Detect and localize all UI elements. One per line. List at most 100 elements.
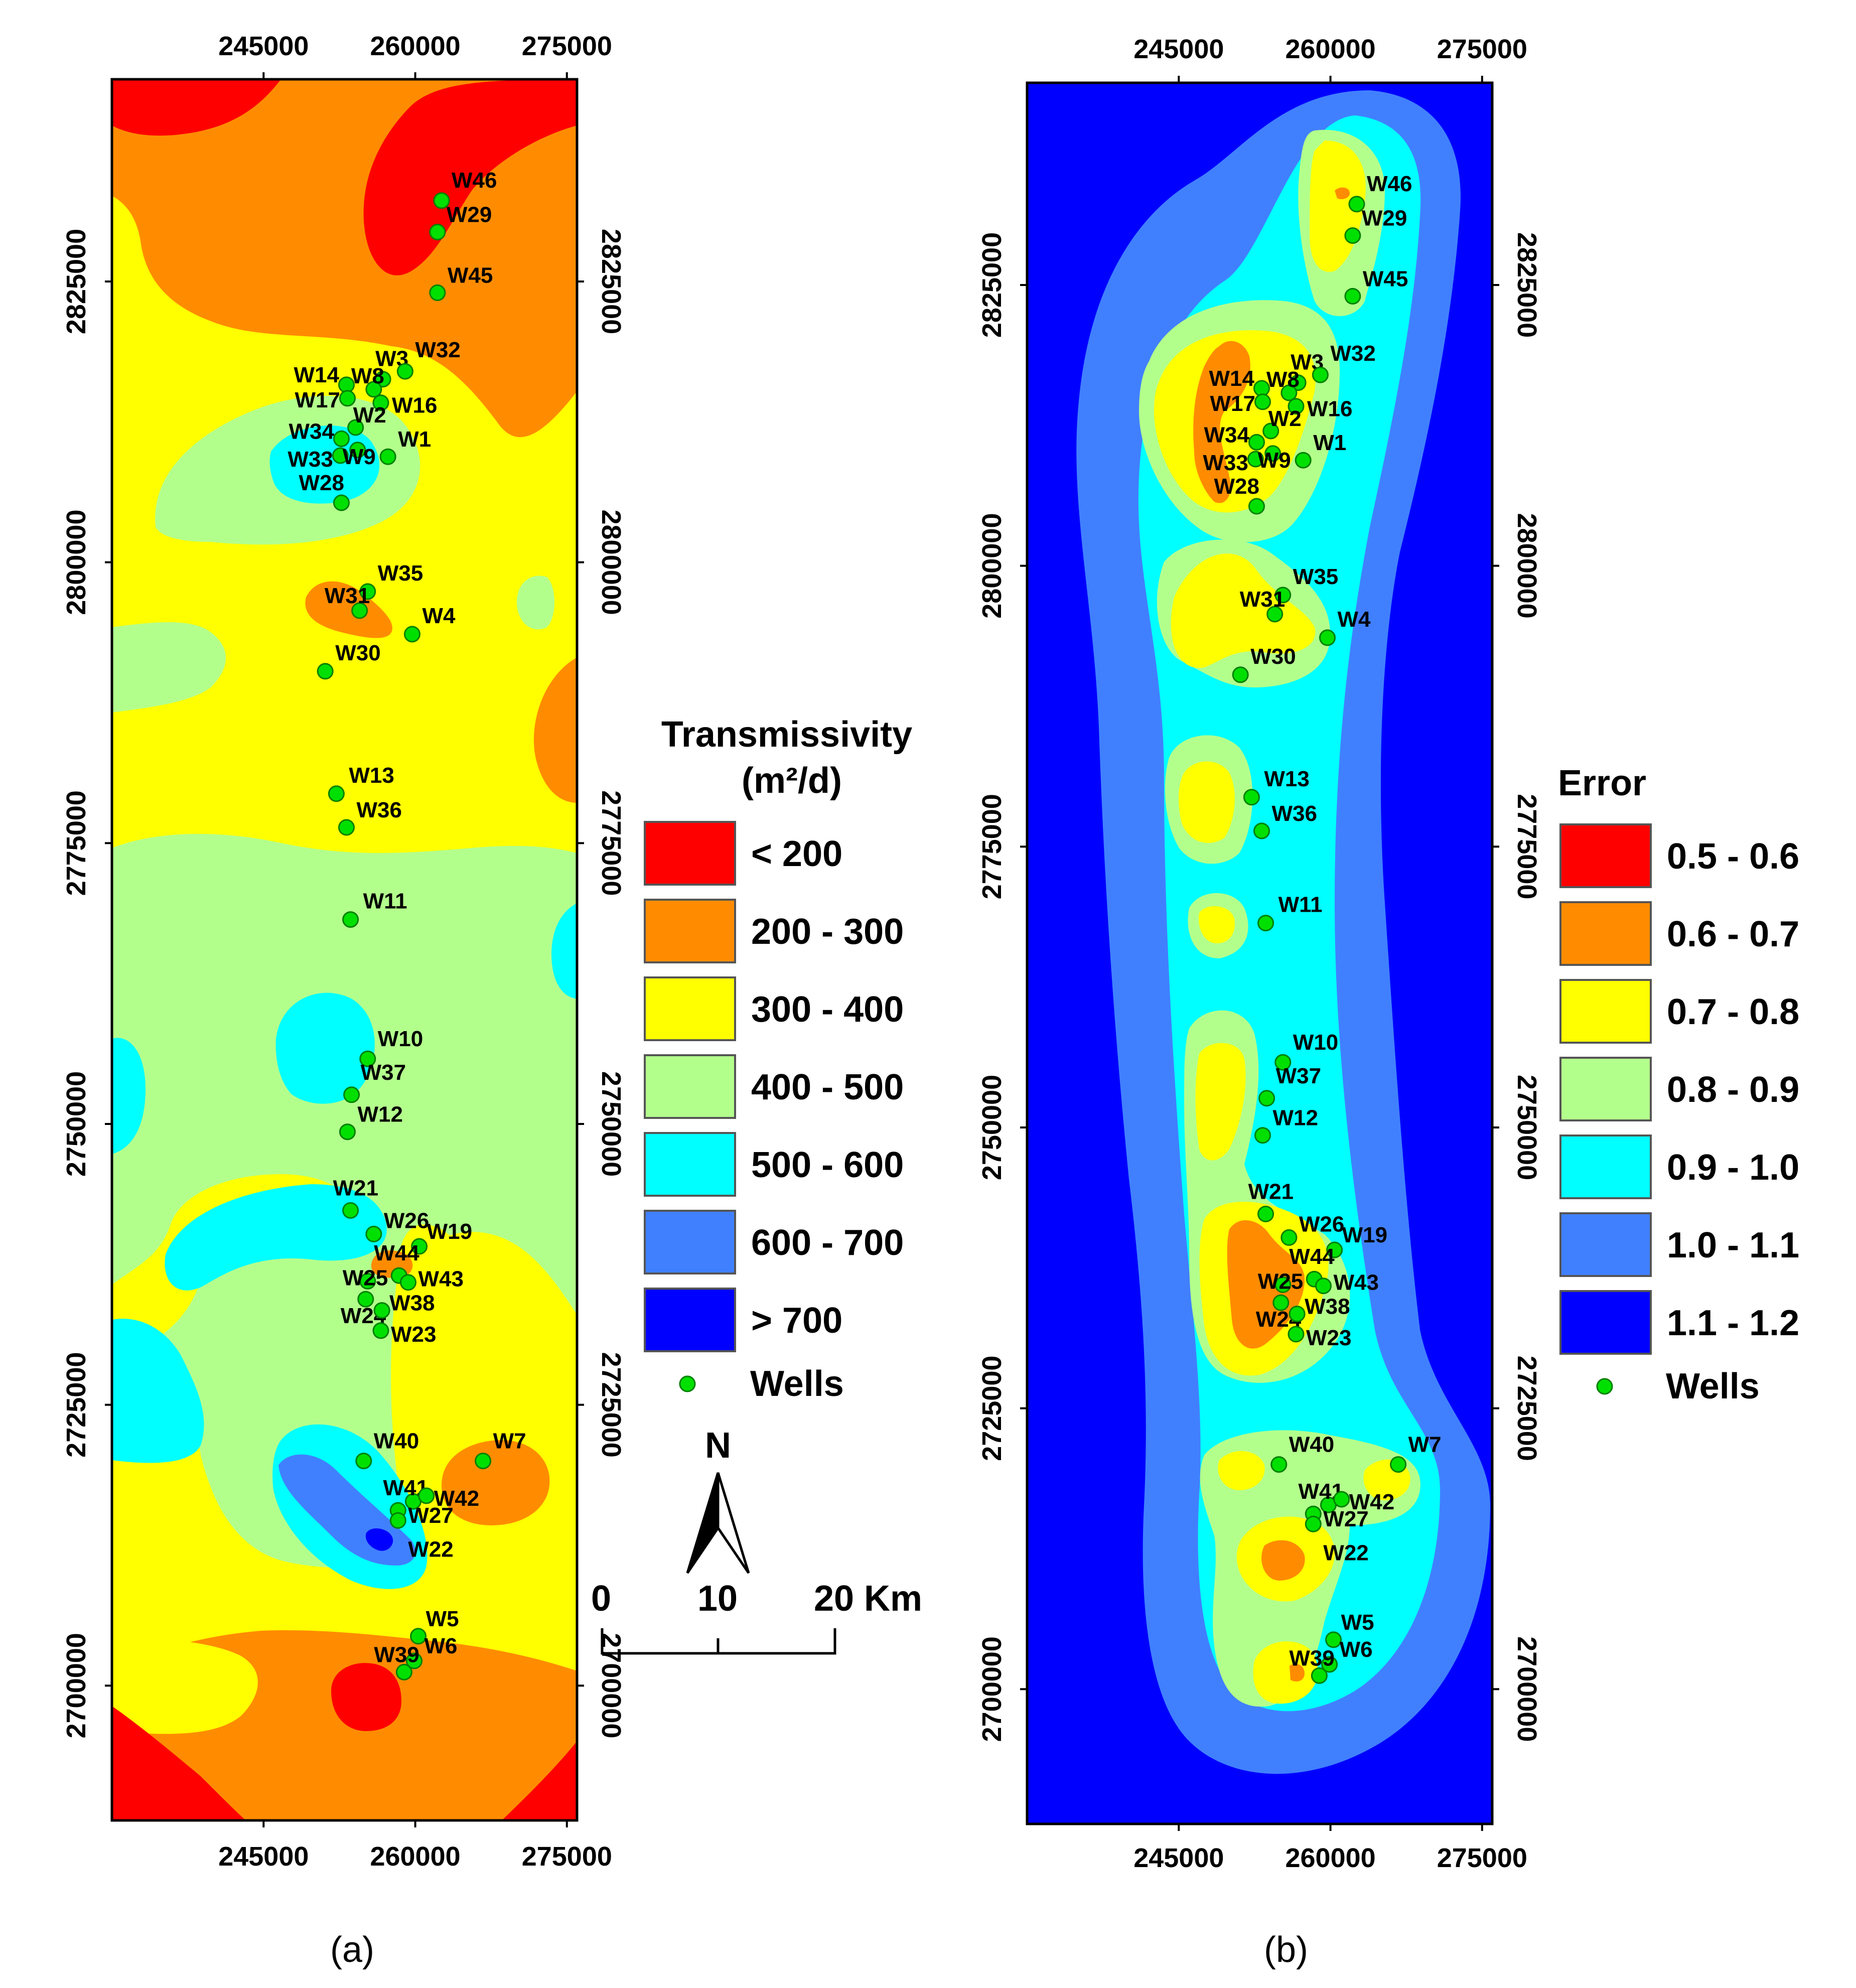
- well-marker: [1325, 1631, 1342, 1648]
- scale-bar: 0 10 20 Km: [591, 1579, 922, 1655]
- well-marker: [1333, 1491, 1350, 1508]
- well-marker: [365, 381, 382, 398]
- well-label: W27: [1323, 1507, 1368, 1531]
- well-label: W21: [333, 1176, 378, 1200]
- well-marker: [1243, 789, 1260, 806]
- well-label: W9: [343, 445, 376, 469]
- legend-b-well-symbol: [1596, 1378, 1613, 1395]
- well-marker: [1315, 1277, 1332, 1295]
- legend-swatch: [644, 821, 736, 886]
- y-tick-label: 2700000: [61, 1633, 91, 1738]
- well-label: W11: [363, 889, 407, 914]
- legend-swatch: [1559, 1134, 1652, 1199]
- well-label: W14: [294, 363, 340, 387]
- well-marker: [372, 1322, 389, 1339]
- well-label: W34: [1204, 422, 1250, 447]
- legend-label: 1.1 - 1.2: [1667, 1303, 1799, 1343]
- y-tick-label: 2750000: [596, 1071, 626, 1177]
- legend-a-title-line1: Transmissivity: [661, 715, 912, 755]
- legend-label: 0.6 - 0.7: [1667, 914, 1799, 954]
- legend-b-title: Error: [1558, 763, 1646, 803]
- well-marker: [1254, 393, 1271, 410]
- y-tick-label: 2750000: [61, 1071, 91, 1177]
- x-tick-label: 275000: [1437, 1843, 1527, 1873]
- well-label: W39: [1289, 1646, 1334, 1671]
- well-marker: [1274, 1054, 1292, 1071]
- panel-a-axis-ticks: 245000 245000 260000 260000 275000 275000 2825…: [61, 31, 626, 1872]
- well-marker: [1305, 1515, 1322, 1532]
- legend-label: 400 - 500: [751, 1067, 904, 1107]
- x-tick-label: 260000: [370, 31, 460, 61]
- scale-label-0: 0: [591, 1579, 611, 1619]
- well-marker: [1274, 587, 1292, 604]
- well-marker: [1319, 629, 1336, 646]
- well-label: W38: [1305, 1295, 1350, 1319]
- legend-label: > 700: [751, 1301, 842, 1341]
- well-marker: [1270, 1456, 1288, 1473]
- well-label: W2: [1268, 406, 1302, 431]
- well-marker: [359, 1050, 376, 1067]
- well-marker: [1390, 1456, 1407, 1473]
- well-label: W17: [1210, 391, 1255, 416]
- well-label: W16: [392, 393, 437, 418]
- well-marker: [339, 390, 356, 407]
- well-label: W11: [1278, 893, 1323, 917]
- well-marker: [1280, 1229, 1298, 1246]
- well-marker: [411, 1238, 428, 1255]
- well-marker: [374, 371, 391, 388]
- legend-swatch: [1559, 1212, 1652, 1277]
- well-marker: [347, 419, 364, 436]
- well-label: W28: [299, 471, 344, 495]
- well-marker: [1266, 606, 1283, 623]
- y-tick-label: 2725000: [1512, 1356, 1542, 1461]
- well-label: W13: [1264, 767, 1309, 791]
- well-marker: [1247, 451, 1264, 468]
- well-marker: [1257, 1205, 1274, 1222]
- legend-swatch: [1559, 1290, 1652, 1355]
- well-label: W7: [1408, 1433, 1442, 1457]
- well-label: W43: [1334, 1270, 1379, 1295]
- well-label: W26: [384, 1208, 429, 1233]
- well-marker: [333, 494, 350, 511]
- well-label: W30: [335, 641, 380, 665]
- x-tick-label: 275000: [522, 1841, 612, 1872]
- x-tick-label: 275000: [1437, 34, 1527, 64]
- well-label: W44: [1289, 1244, 1335, 1269]
- well-marker: [379, 448, 396, 465]
- y-tick-label: 2800000: [61, 509, 91, 615]
- well-label: W8: [1266, 367, 1300, 392]
- well-label: W34: [289, 419, 335, 444]
- well-label: W38: [389, 1291, 435, 1316]
- well-label: W45: [1363, 266, 1408, 291]
- well-label: W37: [361, 1060, 406, 1085]
- well-label: W19: [1342, 1223, 1387, 1247]
- well-label: W29: [1362, 206, 1407, 231]
- well-marker: [429, 284, 446, 301]
- legend-b-wells-label: Wells: [1666, 1366, 1760, 1406]
- well-label: W42: [1349, 1490, 1394, 1514]
- well-label: W29: [447, 203, 492, 227]
- y-tick-label: 2700000: [977, 1636, 1007, 1742]
- well-marker: [1288, 398, 1305, 415]
- y-tick-label: 2725000: [61, 1352, 91, 1458]
- well-marker: [1274, 1276, 1292, 1293]
- well-marker: [1344, 288, 1361, 305]
- legend-label: 0.9 - 1.0: [1667, 1148, 1799, 1188]
- legend-label: 0.8 - 0.9: [1667, 1070, 1799, 1110]
- error-zones: [1076, 90, 1490, 1774]
- well-label: W5: [1341, 1610, 1374, 1635]
- well-label: W10: [1293, 1030, 1338, 1055]
- north-arrow-label: N: [705, 1426, 731, 1466]
- well-label: W39: [374, 1643, 419, 1667]
- y-tick-label: 2800000: [596, 509, 626, 615]
- well-marker: [1280, 384, 1298, 401]
- well-label: W22: [1323, 1540, 1368, 1565]
- well-label: W21: [1248, 1179, 1294, 1204]
- y-tick-label: 2800000: [1512, 513, 1542, 618]
- well-marker: [1262, 422, 1279, 440]
- well-label: W40: [1289, 1433, 1334, 1457]
- panel-a-frame: [110, 78, 579, 1822]
